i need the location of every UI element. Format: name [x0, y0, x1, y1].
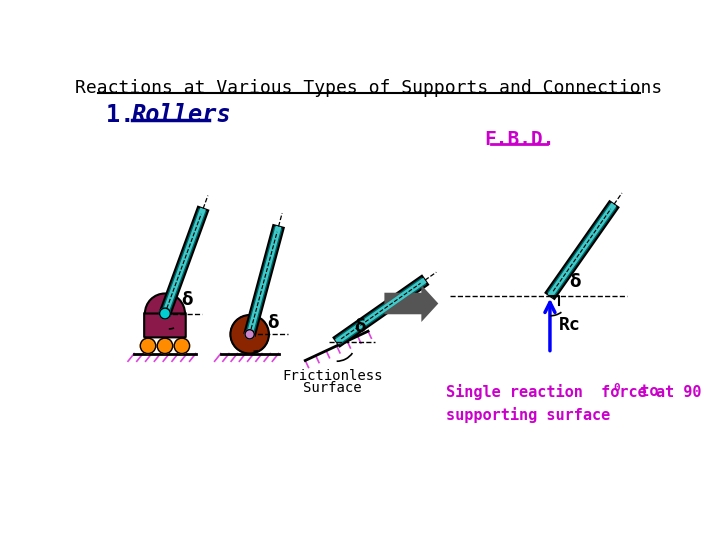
Text: δ: δ — [267, 314, 279, 332]
Text: Rc: Rc — [559, 316, 581, 334]
Polygon shape — [335, 278, 427, 345]
Polygon shape — [245, 225, 284, 336]
Text: δ: δ — [354, 318, 366, 335]
Text: 0: 0 — [614, 383, 621, 393]
Polygon shape — [160, 207, 208, 315]
Circle shape — [230, 315, 269, 354]
Polygon shape — [333, 276, 428, 347]
Text: Frictionless: Frictionless — [282, 369, 383, 383]
Polygon shape — [547, 202, 616, 298]
Circle shape — [174, 338, 189, 354]
Text: 1.: 1. — [106, 103, 148, 127]
Text: F.B.D.: F.B.D. — [484, 130, 554, 149]
Polygon shape — [546, 201, 618, 299]
Wedge shape — [145, 294, 185, 314]
Polygon shape — [247, 226, 282, 335]
Text: Rollers: Rollers — [132, 103, 232, 127]
Polygon shape — [162, 207, 206, 314]
Circle shape — [140, 338, 156, 354]
Text: Reactions at Various Types of Supports and Connections: Reactions at Various Types of Supports a… — [76, 79, 662, 97]
Text: Surface: Surface — [304, 381, 362, 395]
Circle shape — [160, 308, 171, 319]
FancyBboxPatch shape — [144, 313, 186, 338]
Text: δ: δ — [569, 273, 580, 291]
Circle shape — [245, 330, 254, 339]
Circle shape — [157, 338, 173, 354]
Text: δ: δ — [181, 291, 192, 309]
Polygon shape — [384, 285, 438, 322]
Text: to: to — [621, 384, 658, 400]
Text: Single reaction  force at 90: Single reaction force at 90 — [446, 384, 701, 400]
Text: supporting surface: supporting surface — [446, 408, 611, 423]
